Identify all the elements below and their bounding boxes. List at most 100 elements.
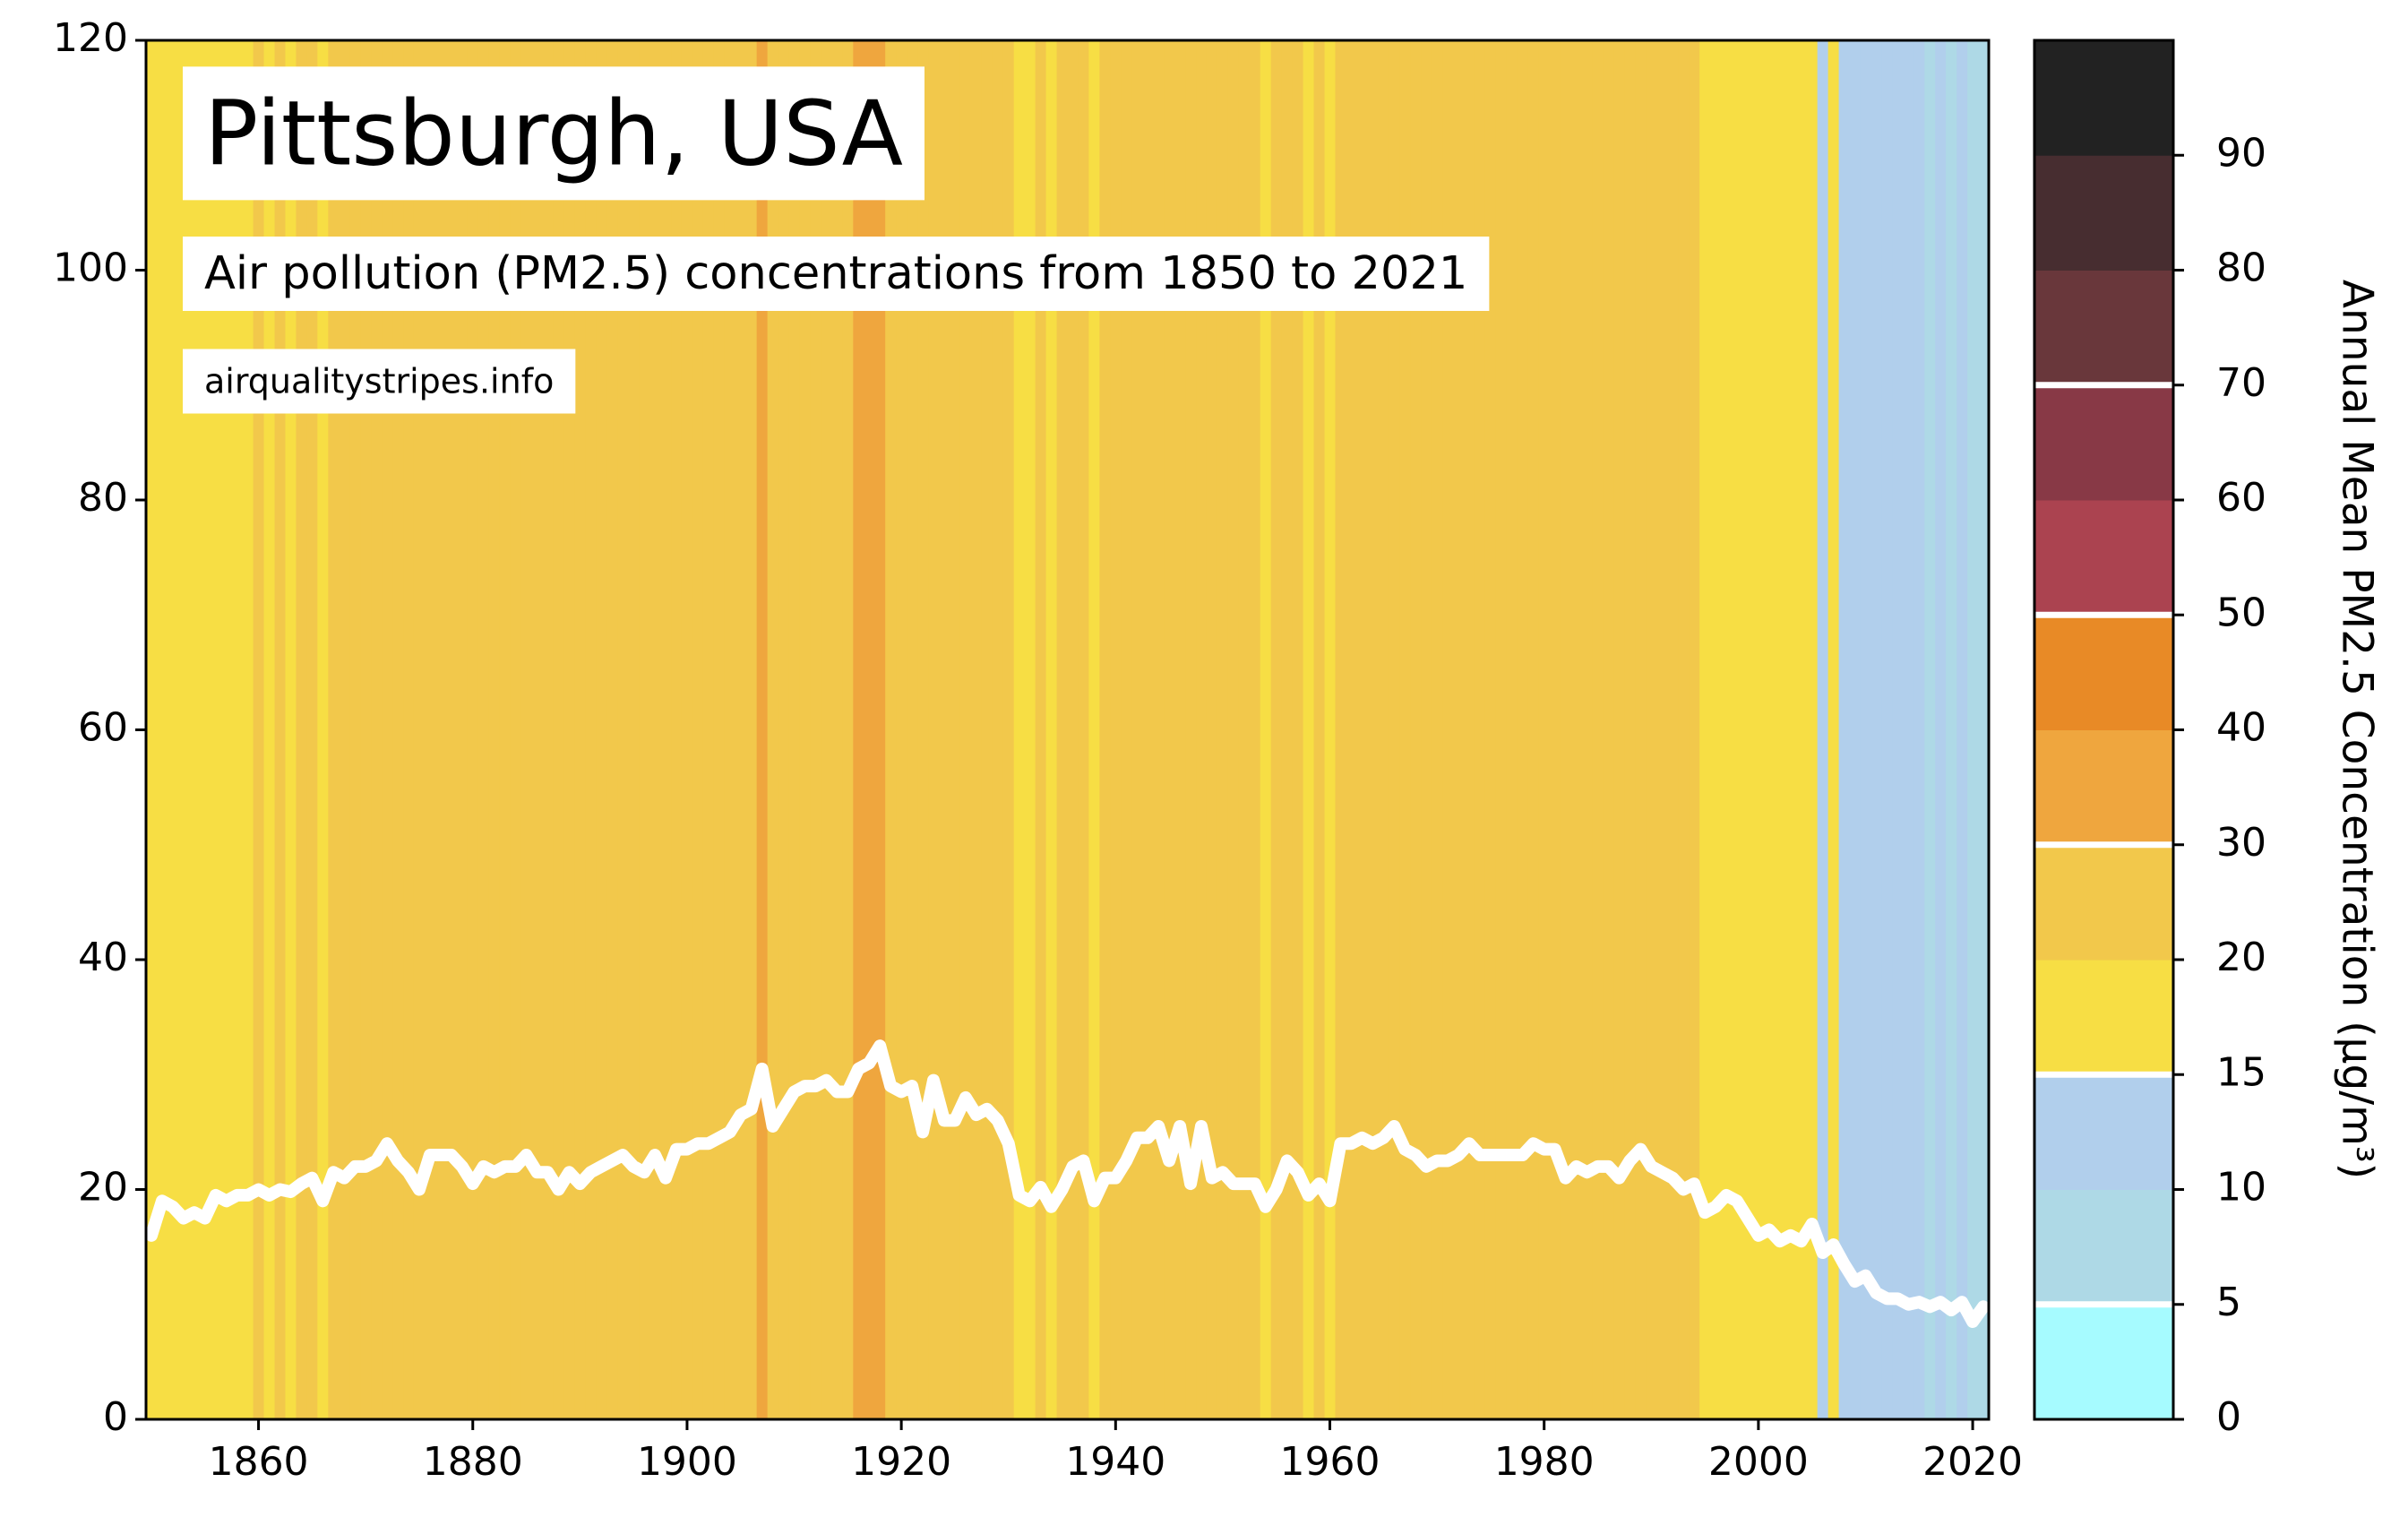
stripe: [1517, 40, 1529, 1419]
stripe: [1742, 40, 1754, 1419]
stripe: [146, 40, 158, 1419]
stripe: [1549, 40, 1561, 1419]
stripe: [1313, 40, 1326, 1419]
stripe: [1056, 40, 1069, 1419]
stripe: [1206, 40, 1218, 1419]
colorbar-bin: [2034, 155, 2173, 271]
stripe: [1249, 40, 1261, 1419]
stripe: [970, 40, 983, 1419]
stripe: [1581, 40, 1594, 1419]
colorbar-bin: [2034, 960, 2173, 1075]
label-layer: Pittsburgh, USA Air pollution (PM2.5) co…: [183, 66, 1490, 414]
stripe: [1432, 40, 1443, 1419]
stripe: [671, 40, 683, 1419]
stripe: [949, 40, 961, 1419]
stripe: [1935, 40, 1947, 1419]
colorbar-bin: [2034, 729, 2173, 846]
stripe: [1367, 40, 1379, 1419]
stripe: [981, 40, 993, 1419]
stripe: [917, 40, 929, 1419]
title-box: [183, 66, 924, 201]
stripe: [1656, 40, 1668, 1419]
y-tick-label: 60: [78, 705, 128, 751]
colorbar-bin: [2034, 1189, 2173, 1306]
x-tick-label: 2000: [1708, 1439, 1809, 1485]
colorbar-label: Annual Mean PM2.5 Concentration (µg/m³): [2333, 280, 2382, 1179]
source-label: airqualitystripes.info: [204, 362, 554, 401]
stripe: [1784, 40, 1797, 1419]
stripe: [692, 40, 704, 1419]
stripe: [1924, 40, 1936, 1419]
stripe: [1035, 40, 1047, 1419]
stripe: [1560, 40, 1572, 1419]
stripe: [1484, 40, 1497, 1419]
stripe: [938, 40, 950, 1419]
stripe: [1356, 40, 1368, 1419]
stripe: [1281, 40, 1294, 1419]
stripe: [1260, 40, 1272, 1419]
stripe: [1002, 40, 1015, 1419]
x-tick-label: 2020: [1922, 1439, 2023, 1485]
stripe: [606, 40, 618, 1419]
colorbar-bin: [2034, 1074, 2173, 1190]
stripe: [1099, 40, 1111, 1419]
colorbar-tick-label: 10: [2216, 1165, 2266, 1211]
stripe: [1613, 40, 1625, 1419]
x-tick-label: 1920: [851, 1439, 951, 1485]
colorbar-tick-label: 60: [2216, 475, 2266, 521]
stripe: [1303, 40, 1315, 1419]
stripe: [778, 40, 790, 1419]
stripe: [1131, 40, 1143, 1419]
chart-title: Pittsburgh, USA: [204, 81, 903, 185]
stripe: [1045, 40, 1058, 1419]
data-line: [144, 1039, 1991, 1328]
stripe: [1292, 40, 1304, 1419]
stripe: [167, 40, 179, 1419]
stripe: [1164, 40, 1175, 1419]
colorbar-bin: [2034, 1304, 2173, 1420]
stripe: [1217, 40, 1229, 1419]
stripe: [649, 40, 661, 1419]
stripe: [724, 40, 736, 1419]
x-tick-label: 1960: [1280, 1439, 1380, 1485]
stripe: [1699, 40, 1711, 1419]
x-tick-label: 1980: [1494, 1439, 1595, 1485]
stripe: [1238, 40, 1251, 1419]
stripe: [1870, 40, 1883, 1419]
colorbar-tick-label: 20: [2216, 935, 2266, 980]
stripe: [1635, 40, 1647, 1419]
stripe: [574, 40, 586, 1419]
colorbar-tick-label: 50: [2216, 590, 2266, 635]
stripe: [767, 40, 779, 1419]
stripe: [617, 40, 629, 1419]
colorbar-bin: [2034, 500, 2173, 616]
y-tick-label: 120: [53, 15, 128, 61]
x-tick-label: 1860: [209, 1439, 309, 1485]
stripe: [831, 40, 843, 1419]
stripe: [1142, 40, 1154, 1419]
x-tick-label: 1940: [1065, 1439, 1165, 1485]
stripe: [1335, 40, 1347, 1419]
chart-subtitle: Air pollution (PM2.5) concentrations fro…: [204, 247, 1467, 300]
stripe: [1752, 40, 1765, 1419]
stripe: [735, 40, 747, 1419]
stripe: [1174, 40, 1186, 1419]
stripe: [1270, 40, 1283, 1419]
subtitle-box: [183, 237, 1490, 311]
stripe: [1914, 40, 1925, 1419]
stripe: [1399, 40, 1411, 1419]
stripe: [1603, 40, 1615, 1419]
stripe: [1849, 40, 1862, 1419]
stripe: [1088, 40, 1100, 1419]
colorbar-tick-label: 15: [2216, 1049, 2266, 1095]
y-tick-label: 40: [78, 935, 128, 980]
stripe: [1646, 40, 1657, 1419]
stripe: [702, 40, 715, 1419]
stripe: [1903, 40, 1914, 1419]
stripe: [1667, 40, 1679, 1419]
stripe: [864, 40, 875, 1419]
stripe: [1892, 40, 1904, 1419]
stripe: [1731, 40, 1743, 1419]
